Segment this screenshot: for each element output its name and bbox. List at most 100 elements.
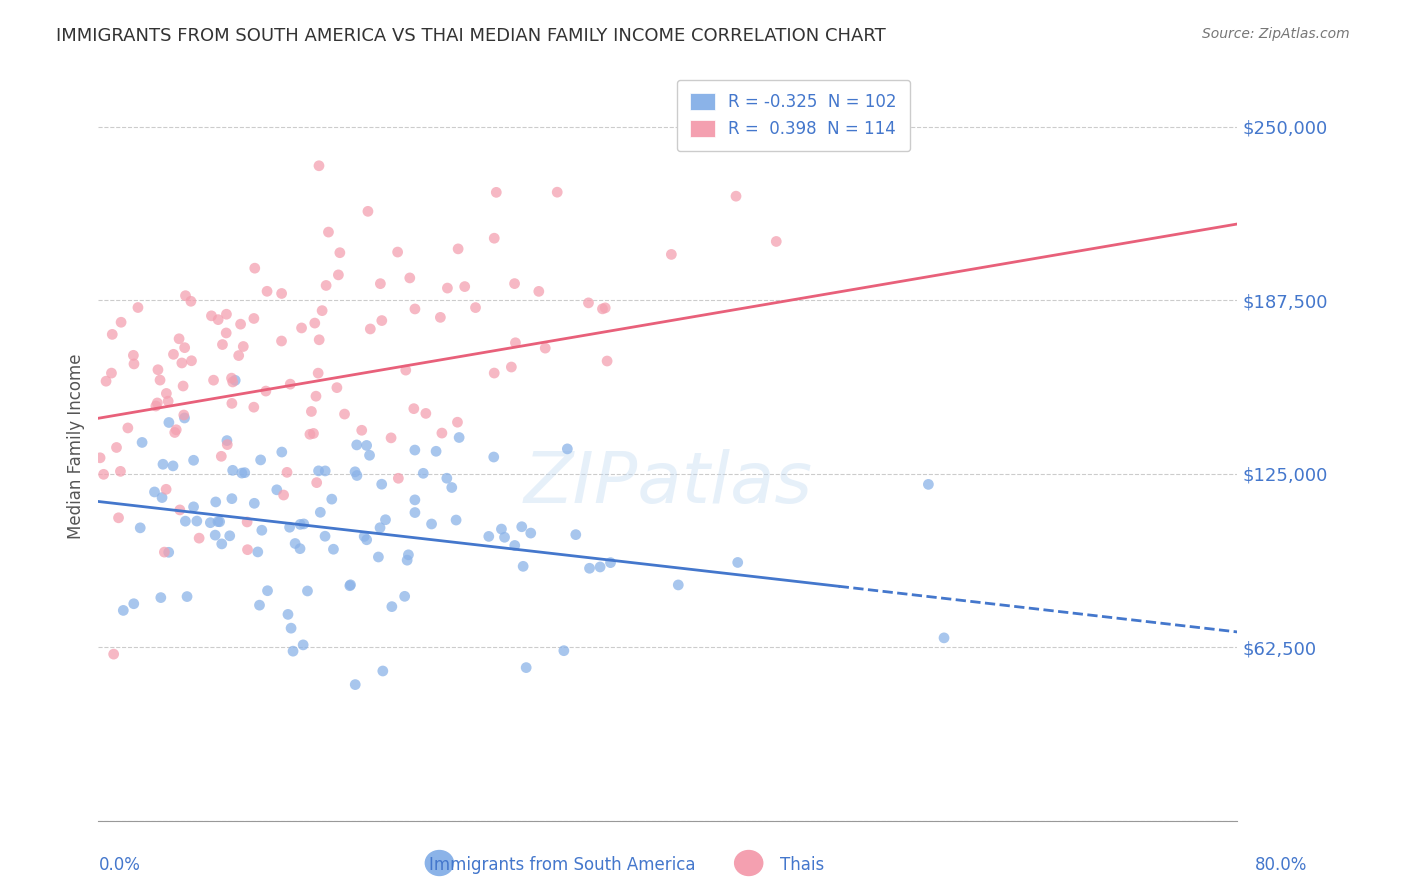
Point	[256, 285, 278, 299]
Point	[93, 467, 115, 482]
Legend: R = -0.325  N = 102, R =  0.398  N = 114: R = -0.325 N = 102, R = 0.398 N = 114	[676, 79, 910, 151]
Point	[224, 373, 246, 387]
Text: IMMIGRANTS FROM SOUTH AMERICA VS THAI MEDIAN FAMILY INCOME CORRELATION CHART: IMMIGRANTS FROM SOUTH AMERICA VS THAI ME…	[56, 27, 886, 45]
Point	[94, 374, 117, 388]
Point	[149, 591, 172, 605]
Point	[314, 529, 336, 543]
Point	[162, 347, 184, 361]
Point	[170, 356, 193, 370]
Point	[370, 477, 392, 491]
Point	[381, 599, 404, 614]
Point	[371, 313, 394, 327]
Text: Immigrants from South America: Immigrants from South America	[429, 856, 696, 874]
Point	[765, 235, 787, 249]
Circle shape	[734, 851, 763, 876]
Point	[153, 545, 176, 559]
Point	[183, 500, 205, 514]
Point	[356, 438, 378, 452]
Point	[145, 399, 167, 413]
Point	[396, 548, 419, 562]
Point	[250, 523, 273, 537]
Point	[359, 448, 381, 462]
Point	[167, 332, 190, 346]
Point	[512, 559, 534, 574]
Point	[380, 431, 402, 445]
Point	[592, 301, 614, 316]
Point	[484, 366, 506, 380]
Point	[292, 638, 315, 652]
Point	[207, 515, 229, 529]
Point	[236, 515, 259, 529]
Point	[315, 278, 337, 293]
Point	[222, 375, 245, 389]
Point	[501, 359, 523, 374]
Point	[176, 590, 198, 604]
Point	[356, 533, 378, 547]
Point	[169, 503, 191, 517]
Point	[478, 529, 501, 543]
Point	[209, 450, 232, 464]
Point	[157, 416, 180, 430]
Point	[578, 296, 600, 310]
Point	[149, 373, 172, 387]
Point	[596, 354, 619, 368]
Point	[270, 445, 292, 459]
Point	[103, 647, 125, 661]
Point	[527, 285, 550, 299]
Point	[398, 271, 420, 285]
Point	[157, 545, 180, 559]
Point	[290, 321, 312, 335]
Point	[464, 301, 486, 315]
Point	[724, 189, 747, 203]
Point	[395, 363, 418, 377]
Point	[494, 530, 516, 544]
Point	[217, 437, 239, 451]
Point	[429, 310, 451, 325]
Point	[367, 549, 389, 564]
Point	[565, 527, 588, 541]
Point	[221, 371, 243, 385]
Point	[200, 309, 222, 323]
Point	[659, 247, 682, 261]
Point	[727, 556, 749, 570]
Point	[515, 660, 537, 674]
Point	[211, 337, 233, 351]
Y-axis label: Median Family Income: Median Family Income	[66, 353, 84, 539]
Point	[420, 516, 443, 531]
Point	[404, 443, 426, 458]
Point	[297, 584, 319, 599]
Point	[129, 521, 152, 535]
Point	[444, 513, 467, 527]
Point	[374, 513, 396, 527]
Point	[117, 421, 139, 435]
Point	[188, 531, 211, 545]
Point	[449, 430, 471, 444]
Point	[917, 477, 939, 491]
Point	[122, 348, 145, 362]
Point	[150, 491, 173, 505]
Point	[519, 526, 541, 541]
Point	[534, 341, 557, 355]
Point	[307, 366, 329, 380]
Point	[485, 186, 508, 200]
Point	[186, 514, 208, 528]
Point	[357, 204, 380, 219]
Point	[278, 377, 301, 392]
Point	[122, 597, 145, 611]
Point	[482, 450, 505, 464]
Point	[446, 415, 468, 429]
Point	[339, 578, 361, 592]
Point	[266, 483, 288, 497]
Point	[339, 579, 361, 593]
Point	[280, 621, 302, 635]
Point	[503, 539, 526, 553]
Point	[305, 475, 328, 490]
Point	[204, 495, 226, 509]
Point	[281, 644, 304, 658]
Point	[110, 315, 132, 329]
Point	[174, 514, 197, 528]
Point	[218, 529, 240, 543]
Point	[329, 245, 352, 260]
Point	[447, 242, 470, 256]
Circle shape	[425, 851, 453, 876]
